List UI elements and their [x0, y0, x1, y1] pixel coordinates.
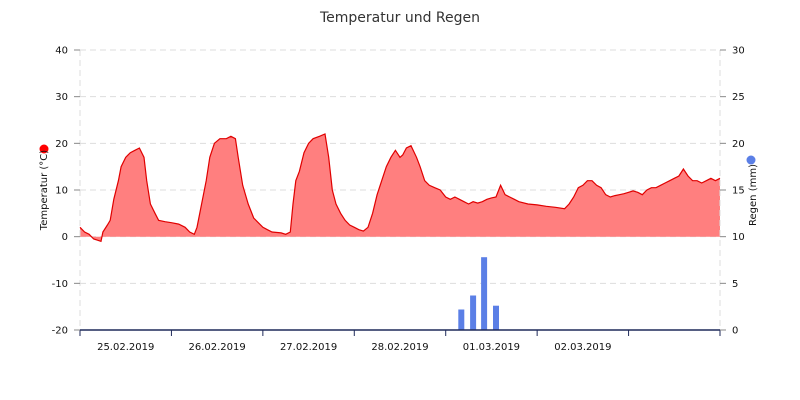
y-left-tick-label: 20 [55, 139, 68, 150]
y-left-tick-label: 40 [55, 46, 68, 57]
y-right-tick-label: 25 [732, 92, 745, 103]
rain-legend-dot [746, 155, 756, 165]
y-left-tick-label: -20 [52, 326, 68, 337]
chart-title: Temperatur und Regen [319, 10, 480, 26]
y-left-tick-label: -10 [52, 279, 68, 290]
rain-bar [458, 309, 465, 330]
x-tick-label: 28.02.2019 [371, 342, 428, 353]
y-left-tick-label: 30 [55, 92, 68, 103]
rain-bar [481, 257, 488, 330]
y-right-tick-label: 10 [732, 232, 745, 243]
y-right-axis-label-group: Regen (mm) [746, 155, 759, 226]
x-tick-label: 25.02.2019 [97, 342, 154, 353]
y-left-axis-label-group: Temperatur (°C) [39, 144, 50, 231]
y-right-tick-label: 15 [732, 186, 745, 197]
y-right-axis-label: Regen (mm) [748, 164, 759, 226]
axes: 25.02.2019 26.02.2019 27.02.2019 28.02.2019… [52, 46, 745, 354]
y-left-tick-label: 0 [62, 232, 68, 243]
x-tick-label: 02.03.2019 [554, 342, 611, 353]
x-tick-label: 27.02.2019 [280, 342, 337, 353]
y-left-axis-label: Temperatur (°C) [39, 150, 50, 231]
temperature-area [80, 134, 720, 242]
temperature-legend-dot [39, 144, 49, 154]
y-left-tick-label: 10 [55, 186, 68, 197]
x-tick-label: 26.02.2019 [189, 342, 246, 353]
rain-bar [493, 305, 499, 330]
y-right-tick-label: 0 [732, 326, 738, 337]
temperature-line [79, 133, 721, 243]
y-right-tick-label: 5 [732, 279, 738, 290]
y-right-tick-label: 30 [732, 46, 745, 57]
series-layer [79, 133, 721, 330]
rain-bar [470, 295, 477, 330]
x-tick-label: 01.03.2019 [463, 342, 520, 353]
y-right-tick-label: 20 [732, 139, 745, 150]
